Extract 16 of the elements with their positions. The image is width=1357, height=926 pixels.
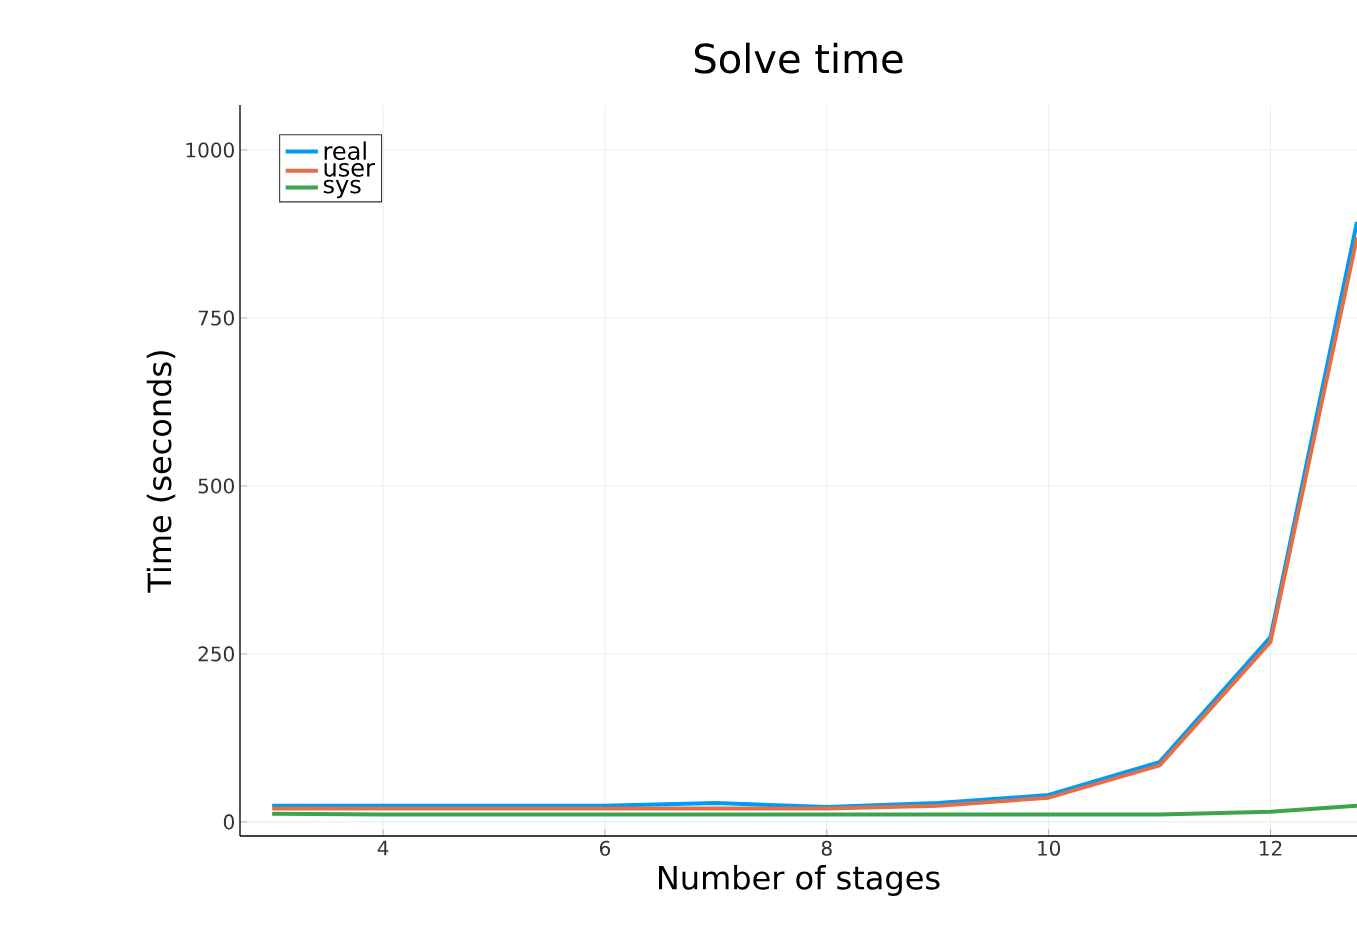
y-tick-label: 0 xyxy=(223,814,234,830)
legend-label: user xyxy=(324,162,375,177)
y-axis-title: Time (seconds) xyxy=(146,351,176,593)
x-tick-label: 10 xyxy=(1038,840,1061,856)
y-tick-label: 1000 xyxy=(186,142,234,158)
y-tick-label: 750 xyxy=(198,310,234,326)
legend-label: real xyxy=(324,141,366,160)
x-tick-label: 8 xyxy=(821,840,832,856)
chart-title: Solve time xyxy=(694,42,903,74)
y-tick-label: 250 xyxy=(198,646,234,662)
x-axis-title: Number of stages xyxy=(659,865,940,896)
y-tick-label: 500 xyxy=(198,478,234,494)
legend-label: sys xyxy=(323,179,361,199)
x-tick-label: 6 xyxy=(599,840,611,856)
x-tick-label: 4 xyxy=(377,840,389,856)
x-tick-label: 12 xyxy=(1259,840,1282,856)
